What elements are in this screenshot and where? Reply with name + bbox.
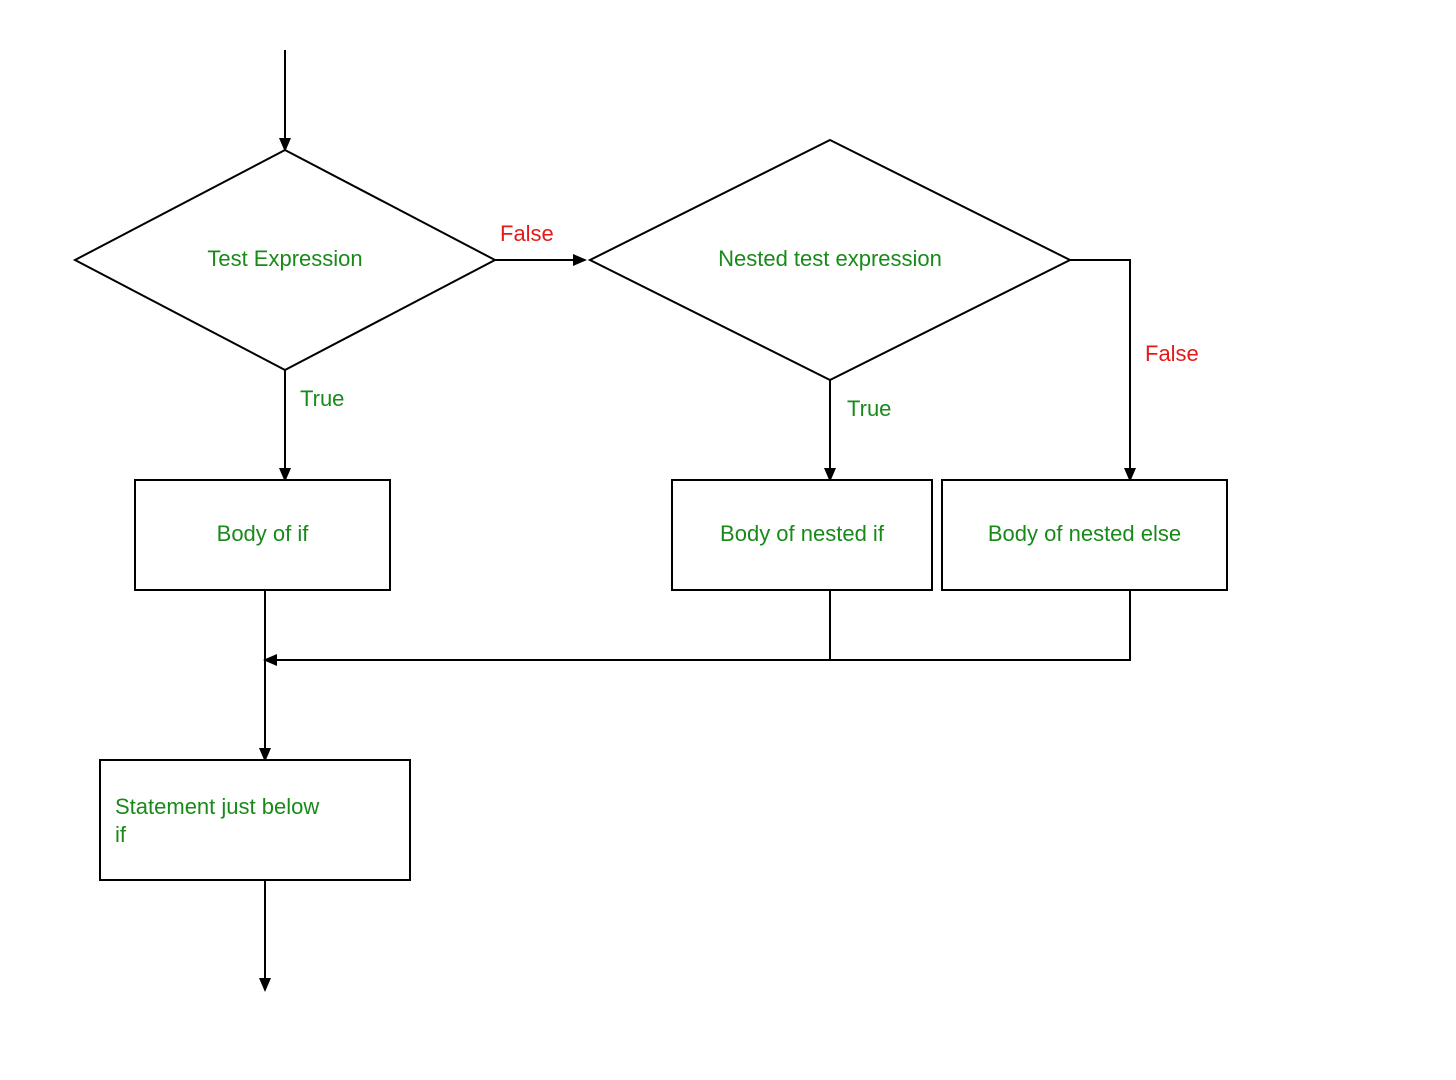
node-body-of-nested-else: Body of nested else bbox=[942, 480, 1227, 590]
edge-label-true: True bbox=[847, 396, 891, 421]
edge-e_nested_false bbox=[1070, 260, 1130, 480]
node-body-of-nested-if: Body of nested if bbox=[672, 480, 932, 590]
edge-label-false: False bbox=[1145, 341, 1199, 366]
node-body-of-if: Body of if bbox=[135, 480, 390, 590]
node-statement-below-if: Statement just below if bbox=[100, 760, 410, 880]
edge-label-true: True bbox=[300, 386, 344, 411]
node-nested-test-expression: Nested test expression bbox=[590, 140, 1070, 380]
label-body-of-if: Body of if bbox=[217, 521, 310, 546]
label-body-of-nested-if: Body of nested if bbox=[720, 521, 885, 546]
edge-label-false: False bbox=[500, 221, 554, 246]
node-test-expression: Test Expression bbox=[75, 150, 495, 370]
edge-e_merge_h bbox=[265, 590, 1130, 660]
label-nested-test-expression: Nested test expression bbox=[718, 246, 942, 271]
label-body-of-nested-else: Body of nested else bbox=[988, 521, 1181, 546]
label-test-expression: Test Expression bbox=[207, 246, 362, 271]
flowchart-canvas: Test Expression Nested test expression B… bbox=[0, 0, 1456, 1080]
